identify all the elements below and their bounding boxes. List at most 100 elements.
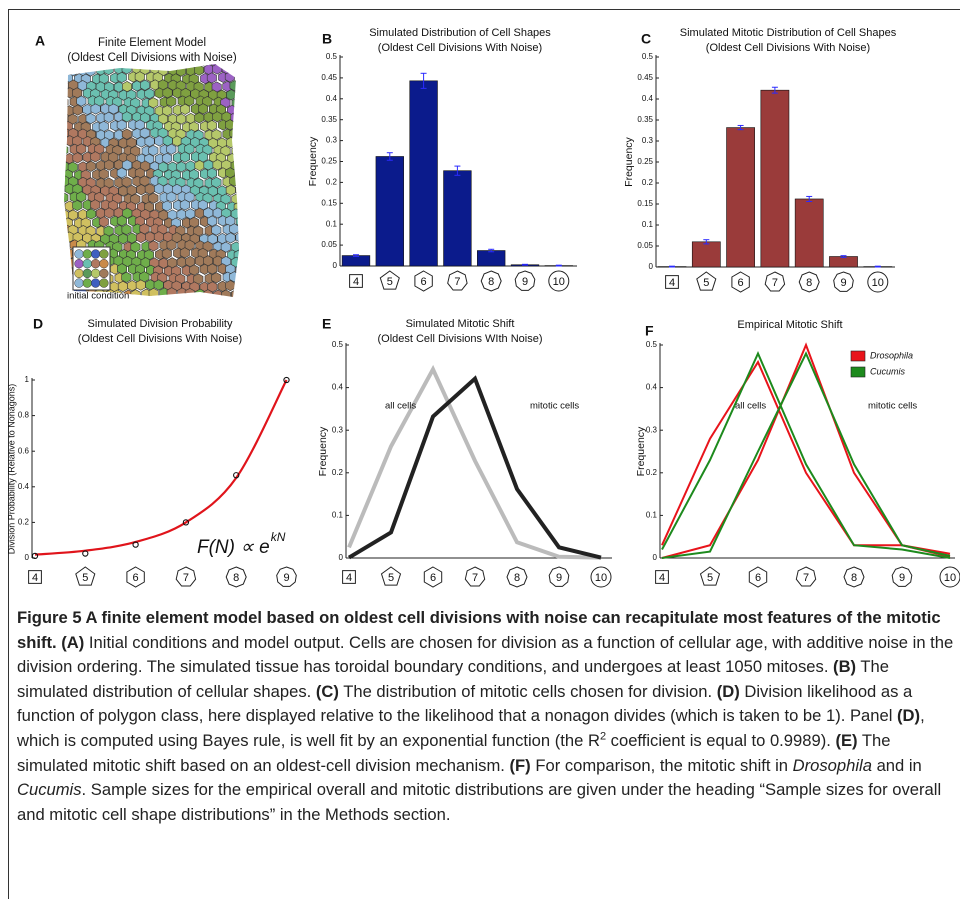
inset-cell bbox=[100, 279, 109, 288]
cell bbox=[208, 216, 217, 226]
series-line bbox=[349, 369, 601, 557]
series-line bbox=[662, 354, 950, 558]
y-tick-label: 0.25 bbox=[637, 157, 653, 166]
cell bbox=[136, 280, 145, 290]
y-tick-label: 0.05 bbox=[321, 240, 337, 249]
caption-bold: (D) bbox=[717, 682, 740, 701]
inset-cell bbox=[75, 259, 84, 268]
y-tick-label: 0.3 bbox=[326, 136, 338, 145]
cell bbox=[104, 64, 113, 74]
legend-label: Drosophila bbox=[870, 350, 913, 360]
cell bbox=[167, 288, 176, 298]
cell bbox=[231, 290, 240, 300]
cell bbox=[91, 104, 100, 114]
chart-title: Simulated Mitotic Distribution of Cell S… bbox=[680, 27, 897, 39]
cell bbox=[162, 296, 171, 306]
bar bbox=[727, 128, 755, 267]
cell bbox=[149, 241, 158, 251]
cell bbox=[55, 202, 64, 212]
x-tick-label: 6 bbox=[430, 572, 436, 584]
y-tick-label: 0.05 bbox=[637, 241, 653, 250]
y-axis-label: Frequency bbox=[307, 136, 319, 186]
cell bbox=[61, 65, 70, 75]
chart-subtitle: (Oldest Cell Divisions WIth Noise) bbox=[377, 333, 542, 345]
y-tick-label: 0 bbox=[339, 553, 344, 562]
x-tick-label: 9 bbox=[522, 276, 528, 288]
x-tick-label: 7 bbox=[472, 572, 478, 584]
cell bbox=[118, 234, 127, 244]
cell bbox=[122, 224, 131, 234]
cell bbox=[208, 264, 217, 274]
annotation: all cells bbox=[735, 401, 766, 412]
cell bbox=[138, 298, 147, 308]
cell bbox=[234, 298, 243, 308]
cell bbox=[177, 257, 186, 267]
chart-title: Simulated Division Probability bbox=[88, 318, 233, 330]
caption-normal: coefficient is equal to 0.9989). bbox=[606, 731, 835, 750]
cell bbox=[86, 113, 95, 123]
cell bbox=[239, 289, 248, 299]
cell bbox=[145, 136, 154, 146]
caption-bold: (F) bbox=[510, 756, 531, 775]
fit-equation-exponent: kN bbox=[271, 530, 286, 544]
cell bbox=[240, 161, 249, 171]
panel-label: B bbox=[322, 31, 332, 47]
cell bbox=[156, 297, 165, 307]
x-tick-label: 7 bbox=[454, 276, 460, 288]
cell bbox=[241, 128, 250, 138]
x-tick-label: 8 bbox=[514, 572, 520, 584]
y-tick-label: 0.4 bbox=[332, 383, 344, 392]
cell bbox=[91, 200, 100, 210]
inset bbox=[73, 247, 110, 290]
cell bbox=[236, 265, 245, 275]
cell bbox=[235, 137, 244, 147]
y-tick-label: 0 bbox=[653, 553, 658, 562]
cell bbox=[241, 272, 250, 282]
panel-label: C bbox=[641, 31, 651, 47]
cell bbox=[198, 104, 207, 114]
panel-label: A bbox=[35, 33, 45, 49]
y-tick-label: 0.45 bbox=[321, 73, 337, 82]
cell bbox=[241, 80, 250, 90]
panel-subtitle: (Oldest Cell Divisions with Noise) bbox=[67, 52, 237, 64]
cell bbox=[180, 296, 189, 306]
y-tick-label: 0.45 bbox=[637, 73, 653, 82]
cell bbox=[177, 162, 186, 172]
caption-italic: Cucumis bbox=[17, 780, 82, 799]
panel-label: D bbox=[33, 316, 43, 332]
y-tick-label: 0.1 bbox=[332, 511, 344, 520]
y-tick-label: 0.5 bbox=[332, 340, 344, 349]
y-tick-label: 0.3 bbox=[646, 425, 658, 434]
cell bbox=[154, 280, 163, 290]
cell bbox=[230, 176, 239, 186]
error-bar bbox=[669, 266, 675, 267]
x-tick-label: 4 bbox=[353, 276, 359, 288]
cell bbox=[207, 168, 216, 178]
x-tick-label: 4 bbox=[669, 277, 675, 289]
cell bbox=[239, 209, 248, 219]
inset-cell bbox=[75, 269, 84, 278]
cell bbox=[91, 152, 100, 162]
cell bbox=[207, 73, 216, 83]
x-tick-label: 9 bbox=[556, 572, 562, 584]
y-tick-label: 0.25 bbox=[321, 157, 337, 166]
cell bbox=[145, 184, 154, 194]
series-annotation: all cells bbox=[385, 401, 416, 412]
cell bbox=[225, 72, 234, 82]
y-tick-label: 0.2 bbox=[642, 178, 654, 187]
cell bbox=[180, 152, 189, 162]
cell bbox=[181, 104, 190, 114]
x-tick-label: 6 bbox=[738, 277, 744, 289]
y-axis-label: Frequency bbox=[317, 426, 329, 476]
inset-cell bbox=[75, 250, 84, 259]
y-tick-label: 0.4 bbox=[646, 383, 658, 392]
cell bbox=[59, 240, 68, 250]
cell bbox=[240, 113, 249, 123]
cell bbox=[236, 232, 245, 242]
cell bbox=[60, 258, 69, 268]
cell bbox=[104, 160, 113, 170]
chart-subtitle: (Oldest Cell Divisions With Noise) bbox=[378, 42, 542, 54]
x-tick-label: 10 bbox=[944, 572, 956, 584]
